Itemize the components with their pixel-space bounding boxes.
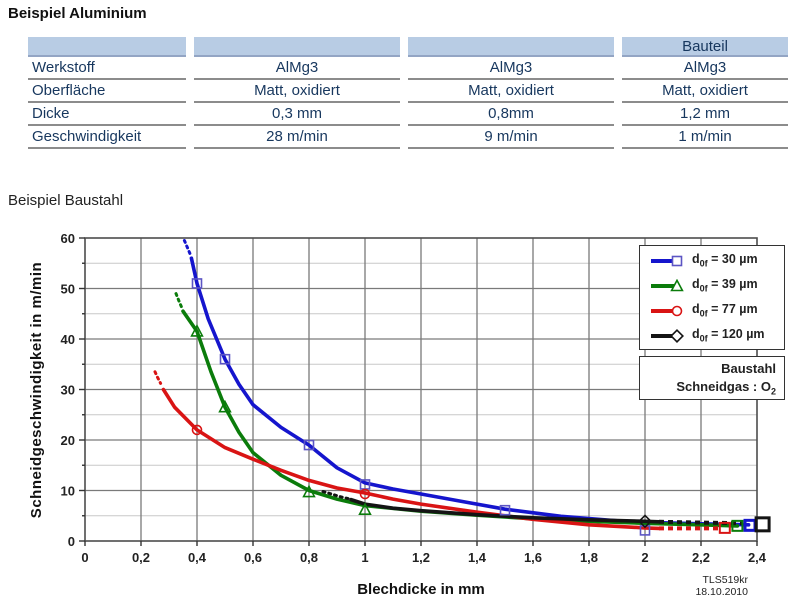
data-marker <box>218 399 232 413</box>
data-marker <box>359 488 371 500</box>
chart-legend: d0f = 30 µm d0f = 39 µm d0f = 77 µm d0f = 1… <box>639 245 785 350</box>
watermark-id: TLS519kr <box>702 574 748 586</box>
table-cell: Matt, oxidiert <box>622 80 788 103</box>
x-tick-label: 1 <box>361 550 368 565</box>
data-marker <box>219 353 231 365</box>
x-tick-label: 0,4 <box>188 550 207 565</box>
legend-item: d0f = 120 µm <box>650 323 784 348</box>
data-marker <box>671 305 683 316</box>
heading-beispiel-baustahl: Beispiel Baustahl <box>8 192 124 209</box>
series-line <box>349 497 661 524</box>
table-cell: 0,3 mm <box>194 103 400 126</box>
table-row-label: Werkstoff <box>28 57 186 80</box>
data-marker <box>302 484 316 498</box>
x-axis-label: Blechdicke in mm <box>357 581 485 598</box>
data-marker <box>191 424 203 436</box>
legend-marker-icon <box>651 255 683 266</box>
heading-beispiel-aluminium: Beispiel Aluminium <box>8 5 147 22</box>
data-marker <box>190 324 204 337</box>
table-row-label: Geschwindigkeit <box>28 126 186 149</box>
x-tick-label: 1,8 <box>580 550 598 565</box>
data-marker <box>731 519 744 532</box>
legend-marker-icon <box>651 328 684 343</box>
x-tick-label: 2,4 <box>748 550 767 565</box>
table-cell: Matt, oxidiert <box>194 80 400 103</box>
data-marker <box>638 514 652 529</box>
y-tick-label: 30 <box>61 383 75 398</box>
x-tick-label: 1,4 <box>468 550 487 565</box>
data-marker <box>191 278 203 289</box>
data-marker <box>718 521 731 534</box>
y-axis-label: Schneidgeschwindigkeit in m/min <box>28 261 45 519</box>
y-tick-label: 0 <box>68 534 75 549</box>
y-tick-label: 60 <box>61 231 75 246</box>
data-marker <box>671 255 683 266</box>
legend-item: d0f = 39 µm <box>650 273 784 298</box>
table-cell: 9 m/min <box>408 126 614 149</box>
legend-label: d0f = 39 µm <box>692 277 758 294</box>
x-tick-label: 0,8 <box>300 550 318 565</box>
data-marker <box>670 278 684 291</box>
y-tick-label: 10 <box>61 484 75 499</box>
table-cell: 1 m/min <box>622 126 788 149</box>
table-cell: Matt, oxidiert <box>408 80 614 103</box>
data-marker <box>358 502 372 515</box>
data-marker <box>639 525 651 536</box>
series-lead-dotted <box>182 239 192 256</box>
data-marker <box>499 504 511 516</box>
x-tick-label: 1,6 <box>524 550 542 565</box>
watermark-date: 18.10.2010 <box>695 586 748 598</box>
table-cell: AlMg3 <box>194 57 400 80</box>
table-header-cell <box>28 37 186 57</box>
table-cell: 1,2 mm <box>622 103 788 126</box>
x-tick-label: 1,2 <box>412 550 430 565</box>
x-tick-label: 0,6 <box>244 550 262 565</box>
table-cell: 0,8mm <box>408 103 614 126</box>
legend-item: d0f = 77 µm <box>650 298 784 323</box>
legend-label: d0f = 30 µm <box>692 252 758 269</box>
y-tick-label: 50 <box>61 282 75 297</box>
data-marker <box>670 328 684 343</box>
table-cell: 28 m/min <box>194 126 400 149</box>
table-header-cell <box>408 37 614 57</box>
table-row-label: Dicke <box>28 103 186 126</box>
legend-label: d0f = 120 µm <box>692 327 765 344</box>
chart-annotation-box: Baustahl Schneidgas : O2 <box>639 356 785 400</box>
data-marker <box>303 439 315 451</box>
annotation-gas: Schneidgas : O2 <box>676 379 776 397</box>
annotation-material: Baustahl <box>721 361 776 376</box>
x-tick-label: 0,2 <box>132 550 150 565</box>
x-tick-label: 2,2 <box>692 550 710 565</box>
chart-watermark: TLS519kr 18.10.2010 <box>695 574 748 598</box>
series-line <box>161 387 661 531</box>
y-tick-label: 40 <box>61 332 75 347</box>
legend-label: d0f = 77 µm <box>692 302 758 319</box>
table-header-cell-bauteil: Bauteil <box>622 37 788 57</box>
chart-canvas: 0 0,2 0,4 0,6 0,8 1 1,2 1,4 1,6 1,8 2 2,2 2,4 0 10 20 30… <box>61 231 771 565</box>
table-cell: AlMg3 <box>622 57 788 80</box>
chart-area: 0 0,2 0,4 0,6 0,8 1 1,2 1,4 1,6 1,8 2 2,2 2,4 0 10 20 30… <box>0 225 800 610</box>
table-cell: AlMg3 <box>408 57 614 80</box>
x-tick-label: 0 <box>81 550 88 565</box>
legend-item: d0f = 30 µm <box>650 248 784 273</box>
table-row-label: Oberfläche <box>28 80 186 103</box>
legend-marker-icon <box>651 305 683 316</box>
x-tick-label: 2 <box>641 550 648 565</box>
legend-marker-icon <box>651 278 684 291</box>
series-lead-dotted <box>153 370 163 385</box>
series-lead-dotted <box>174 292 184 309</box>
series-lead-dotted <box>321 490 350 501</box>
data-marker <box>754 516 771 533</box>
aluminium-table: Bauteil Werkstoff AlMg3 AlMg3 AlMg3 Ober… <box>28 37 790 149</box>
y-tick-label: 20 <box>61 433 75 448</box>
table-header-cell <box>194 37 400 57</box>
